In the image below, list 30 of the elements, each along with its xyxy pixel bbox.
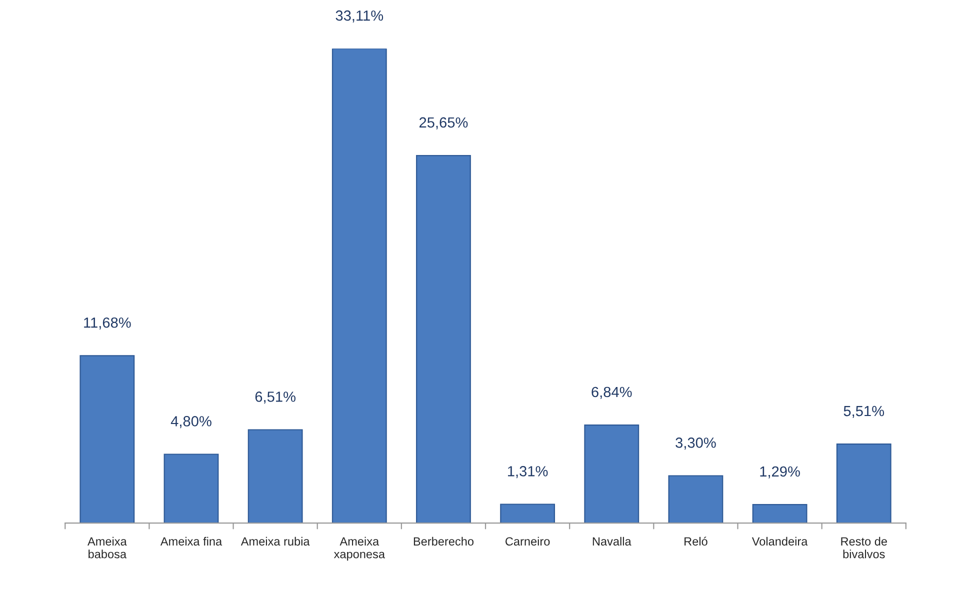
x-tick-label: Navalla (592, 536, 632, 546)
data-label: 5,51% (844, 406, 884, 418)
data-label: 1,29% (760, 466, 800, 478)
bar (752, 504, 808, 524)
x-tick-label: Berberecho (414, 536, 474, 546)
data-label: 11,68% (84, 317, 131, 330)
x-tick-label: Reló (684, 536, 708, 546)
x-tick-label: Resto de bivalvos (841, 536, 887, 558)
bar (164, 454, 219, 524)
x-tick-label: Carneiro (506, 536, 550, 546)
bar (500, 504, 556, 524)
bar (668, 475, 724, 524)
bar (836, 444, 892, 524)
x-tick-label: Volandeira (752, 536, 808, 546)
bar (80, 355, 135, 524)
data-label: 25,65% (419, 117, 468, 130)
x-tick-label: Ameixa babosa (88, 536, 127, 558)
data-label: 3,30% (676, 438, 716, 450)
bar (332, 48, 387, 524)
bar (248, 429, 303, 524)
data-label: 1,31% (508, 466, 548, 478)
x-tick-label: Ameixa rubia (240, 536, 310, 546)
data-label: 6,84% (592, 386, 632, 399)
x-tick-label: Ameixa fina (160, 536, 222, 546)
bar (416, 154, 471, 524)
x-tick-label: Ameixa xaponesa (334, 536, 385, 561)
data-label: 33,11% (336, 10, 384, 22)
bar (584, 424, 640, 524)
data-label: 6,51% (255, 392, 296, 404)
data-label: 4,80% (170, 416, 212, 428)
